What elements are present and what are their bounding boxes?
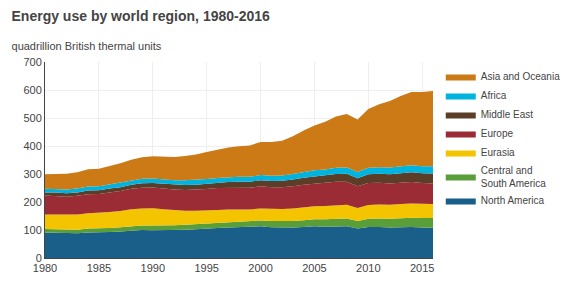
svg-text:2005: 2005 xyxy=(302,262,326,274)
svg-text:1995: 1995 xyxy=(194,262,218,274)
svg-text:Energy use by world region, 19: Energy use by world region, 1980-2016 xyxy=(12,8,271,24)
svg-text:1980: 1980 xyxy=(33,262,57,274)
svg-text:200: 200 xyxy=(23,196,41,208)
svg-text:Central andSouth America: Central andSouth America xyxy=(481,165,546,189)
svg-text:North America: North America xyxy=(481,195,545,206)
svg-text:600: 600 xyxy=(23,84,41,96)
svg-text:1990: 1990 xyxy=(141,262,165,274)
svg-text:Eurasia: Eurasia xyxy=(481,147,515,158)
svg-text:400: 400 xyxy=(23,140,41,152)
svg-text:2000: 2000 xyxy=(248,262,272,274)
svg-text:quadrillion British thermal un: quadrillion British thermal units xyxy=(12,40,162,52)
svg-text:Europe: Europe xyxy=(481,128,514,139)
svg-text:100: 100 xyxy=(23,224,41,236)
svg-text:2015: 2015 xyxy=(410,262,434,274)
svg-text:500: 500 xyxy=(23,112,41,124)
svg-text:700: 700 xyxy=(23,56,41,68)
svg-text:300: 300 xyxy=(23,168,41,180)
svg-text:Africa: Africa xyxy=(481,90,507,101)
svg-text:1985: 1985 xyxy=(87,262,111,274)
svg-text:0: 0 xyxy=(36,252,42,264)
svg-text:2010: 2010 xyxy=(356,262,380,274)
svg-text:Asia and Oceania: Asia and Oceania xyxy=(481,71,560,82)
svg-text:Middle East: Middle East xyxy=(481,109,533,120)
